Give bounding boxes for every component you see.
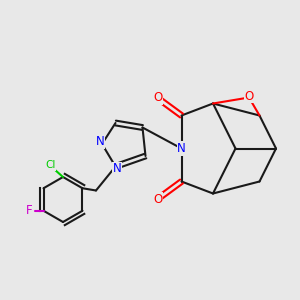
Text: F: F: [26, 204, 33, 217]
Text: N: N: [112, 162, 122, 176]
Text: O: O: [153, 91, 162, 104]
Text: O: O: [153, 193, 162, 206]
Text: N: N: [96, 135, 105, 148]
Text: O: O: [244, 89, 253, 103]
Text: Cl: Cl: [45, 160, 55, 170]
Text: N: N: [177, 142, 186, 155]
